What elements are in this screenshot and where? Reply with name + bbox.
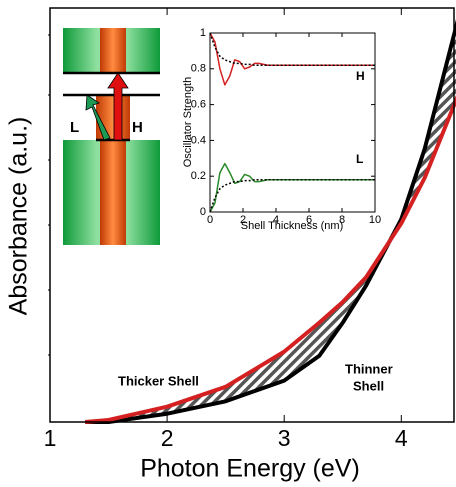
x-tick-label: 4 (273, 214, 279, 226)
annotation: Shell (353, 378, 384, 393)
x-tick-label: 2 (240, 214, 246, 226)
y-tick-label: 0.2 (191, 170, 206, 182)
x-tick-label: 1 (44, 425, 57, 451)
y-tick-label: 0.8 (191, 63, 206, 75)
x-axis-label: Photon Energy (eV) (140, 455, 360, 483)
plot-frame (49, 7, 455, 423)
y-tick-label: 0 (200, 206, 206, 218)
band-diagram: L H (63, 28, 160, 245)
data-line (209, 32, 375, 66)
x-tick-label: 10 (369, 214, 381, 226)
data-line (84, 95, 456, 424)
y-tick-label: 0.6 (191, 99, 206, 111)
annotation: L (356, 152, 363, 166)
diagram-label: L (70, 119, 79, 136)
x-tick-label: 3 (278, 425, 291, 451)
data-line (209, 179, 375, 213)
x-tick-label: 0 (207, 214, 213, 226)
inset-plot: Oscillator Strength Shell Thickness (nm)… (182, 27, 381, 232)
annotation: H (356, 69, 365, 83)
y-axis-label: Oscillator Strength (182, 77, 194, 167)
x-tick-label: 8 (339, 214, 345, 226)
x-tick-label: 4 (395, 425, 408, 451)
x-tick-label: 2 (161, 425, 174, 451)
data-line (85, 19, 456, 424)
x-tick-label: 6 (306, 214, 312, 226)
annotation: Thinner (345, 361, 393, 376)
annotation: Thicker Shell (118, 373, 199, 388)
plot-frame (209, 32, 376, 213)
y-tick-label: 0.4 (191, 134, 206, 146)
y-axis-label: Absorbance (a.u.) (5, 117, 33, 316)
diagram-label: H (132, 119, 143, 136)
y-tick-label: 1 (200, 27, 206, 39)
x-axis-label: Shell Thickness (nm) (241, 220, 344, 232)
